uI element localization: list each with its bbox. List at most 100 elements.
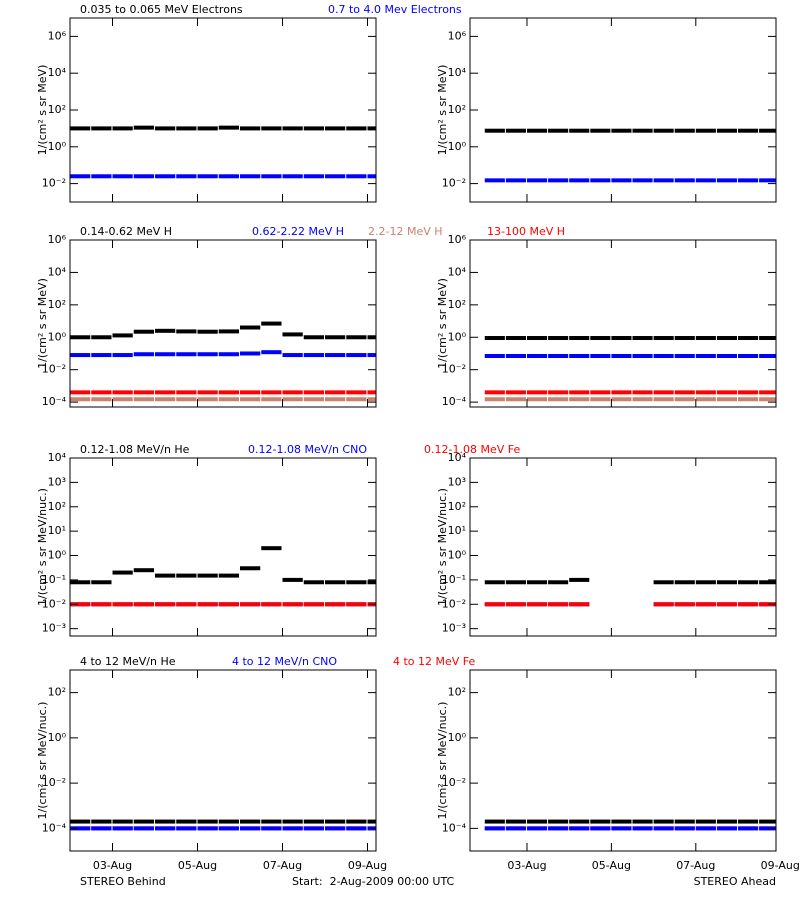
data-point [695,390,716,395]
data-point [780,354,800,358]
data-point [548,178,569,183]
data-point [759,390,776,395]
y-tick-label: 10⁻⁴ [442,395,467,408]
y-tick-label: 10⁴ [48,265,67,278]
data-point [91,126,112,131]
y-tick-label: 10⁻² [42,363,66,376]
y-tick-label: 10⁻⁴ [42,821,67,834]
data-point [346,335,367,340]
data-point [738,336,759,341]
y-tick-label: 10⁻¹ [42,573,66,586]
data-point [303,390,324,395]
data-point [325,580,346,585]
legend-entry: 4 to 12 MeV/n He [80,655,176,668]
data-point [197,352,218,357]
y-tick-label: 10⁻¹ [442,573,466,586]
data-point [569,397,590,402]
data-point [738,128,759,133]
data-point [197,390,218,395]
data-point [569,826,590,831]
data-point [716,390,738,395]
y-tick-label: 10⁴ [48,451,67,464]
x-tick-label: 03-Aug [93,859,132,872]
data-point [590,390,611,395]
data-point [548,397,569,402]
data-point [176,819,197,824]
data-point [155,602,176,607]
data-point [70,580,91,585]
data-point [738,390,759,395]
data-point [240,390,261,395]
data-point [738,397,759,402]
y-tick-label: 10⁰ [48,731,67,744]
y-tick-label: 10² [448,500,466,513]
data-point [484,336,505,341]
plot-frame [469,239,777,408]
data-point [218,174,239,179]
y-tick-label: 10⁻⁴ [442,821,467,834]
data-point [176,397,197,402]
data-point [155,397,176,402]
plot-area [70,321,376,402]
y-tick-label: 10⁴ [48,66,67,79]
data-point [325,826,346,831]
data-point [112,602,133,607]
y-tick-label: 10⁻² [42,177,66,190]
plot-area [70,125,376,179]
data-point [632,353,653,358]
y-tick-label: 10⁻² [42,597,66,610]
data-point [526,336,548,341]
plot-frame [69,239,377,408]
data-point [590,397,611,402]
y-axis-label: 1/(cm² s sr MeV/nuc.) [436,702,449,820]
y-axis-label: 1/(cm² s sr MeV/nuc.) [36,488,49,606]
data-point [70,126,91,131]
data-point [303,126,324,131]
x-tick-label: 05-Aug [178,859,217,872]
data-point [611,353,632,358]
data-point [695,178,716,183]
data-point [346,174,367,179]
data-point [674,178,695,183]
data-point [303,826,324,831]
y-tick-label: 10⁶ [448,29,467,42]
data-point [590,826,611,831]
data-point [112,570,133,575]
data-point [133,568,154,573]
data-point [91,819,112,824]
x-tick-label: 07-Aug [676,859,715,872]
y-tick-label: 10⁻⁴ [42,395,67,408]
data-point [484,819,505,824]
y-tick-label: 10⁶ [48,233,67,246]
data-point [176,329,197,334]
data-point [484,353,505,358]
y-tick-label: 10⁻² [442,597,466,610]
data-point [716,336,738,341]
data-point [218,819,239,824]
y-tick-label: 10⁻² [442,776,466,789]
data-point [112,174,133,179]
data-point [759,826,776,831]
data-point [759,353,776,358]
data-point [759,602,776,607]
data-point [367,174,376,179]
data-point [484,178,505,183]
data-point [484,128,505,133]
data-point [569,336,590,341]
data-point [282,174,303,179]
data-point [780,178,800,182]
y-tick-label: 10¹ [448,524,466,537]
data-point [261,397,282,402]
data-point [738,178,759,183]
data-point [590,353,611,358]
y-tick-label: 10⁰ [448,140,467,153]
data-point [759,397,776,402]
data-point [197,819,218,824]
data-point [282,819,303,824]
data-point [569,353,590,358]
data-point [484,826,505,831]
data-point [176,174,197,179]
data-point [70,819,91,824]
data-point [155,126,176,131]
